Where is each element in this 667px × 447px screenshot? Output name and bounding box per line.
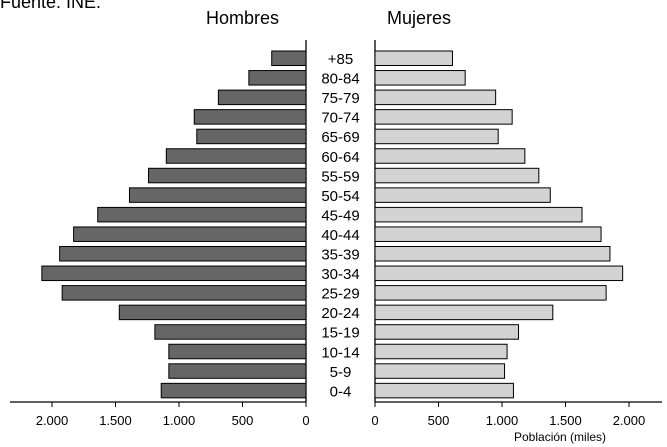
bar-women-40-44 <box>374 226 602 242</box>
bar-men-60-64 <box>165 148 307 164</box>
bar-men-80-84 <box>248 70 307 86</box>
women-tick-label-2.000: 2.000 <box>613 413 646 428</box>
age-label-0-4: 0-4 <box>330 383 352 400</box>
age-label-40-44: 40-44 <box>321 227 359 244</box>
women-tick-label-1.500: 1.500 <box>549 413 582 428</box>
age-label-10-14: 10-14 <box>321 344 359 361</box>
bar-women-50-54 <box>374 187 551 203</box>
men-tick-label-500: 500 <box>232 413 254 428</box>
bar-women-0-4 <box>374 382 514 399</box>
age-label-45-49: 45-49 <box>321 207 359 224</box>
bar-women-20-24 <box>374 304 554 321</box>
bar-men-5-9 <box>168 363 307 379</box>
bar-men-55-59 <box>148 167 307 184</box>
bar-men-+85 <box>271 50 307 66</box>
age-label-15-19: 15-19 <box>321 325 359 342</box>
women-title: Mujeres <box>387 8 452 28</box>
bar-women-75-79 <box>374 89 497 106</box>
bar-women-10-14 <box>374 343 508 360</box>
age-label-5-9: 5-9 <box>330 364 352 381</box>
bar-men-35-39 <box>59 246 307 262</box>
source-note: Fuente: INE. <box>0 0 102 12</box>
age-label-25-29: 25-29 <box>321 286 359 303</box>
women-tick-label-0: 0 <box>371 413 378 428</box>
age-label-60-64: 60-64 <box>321 149 359 166</box>
men-tick-label-0: 0 <box>302 413 309 428</box>
bar-women-45-49 <box>374 206 583 223</box>
bar-women-35-39 <box>374 246 611 262</box>
bar-women-15-19 <box>374 324 520 340</box>
bar-women-25-29 <box>374 285 607 301</box>
bar-men-70-74 <box>193 109 307 125</box>
bar-women-70-74 <box>374 109 513 125</box>
bar-women-65-69 <box>374 128 499 145</box>
bar-men-40-44 <box>73 226 307 242</box>
bar-men-0-4 <box>160 382 307 399</box>
age-label-20-24: 20-24 <box>321 305 359 322</box>
age-label-55-59: 55-59 <box>321 168 359 185</box>
age-label-75-79: 75-79 <box>321 90 359 107</box>
age-label-35-39: 35-39 <box>321 247 359 264</box>
bar-men-65-69 <box>196 128 307 145</box>
bar-men-30-34 <box>41 265 307 282</box>
women-tick-label-1.000: 1.000 <box>486 413 519 428</box>
x-axis-unit-label: Población (miles) <box>514 430 607 444</box>
women-tick-label-500: 500 <box>428 413 450 428</box>
age-label-70-74: 70-74 <box>321 110 359 127</box>
age-label-30-34: 30-34 <box>321 266 359 283</box>
bar-women-30-34 <box>374 265 624 282</box>
bar-men-10-14 <box>168 343 307 360</box>
bar-women-55-59 <box>374 167 540 184</box>
bar-men-20-24 <box>118 304 307 321</box>
bar-women-5-9 <box>374 363 506 379</box>
men-tick-label-2.000: 2.000 <box>36 413 69 428</box>
bar-men-45-49 <box>97 206 307 223</box>
men-tick-label-1.000: 1.000 <box>163 413 196 428</box>
men-title: Hombres <box>206 8 280 28</box>
bar-men-50-54 <box>128 187 307 203</box>
bar-women-+85 <box>374 50 453 66</box>
age-label-+85: +85 <box>328 51 353 68</box>
men-tick-label-1.500: 1.500 <box>99 413 132 428</box>
bar-men-15-19 <box>154 324 307 340</box>
age-label-80-84: 80-84 <box>321 71 359 88</box>
bar-women-60-64 <box>374 148 526 164</box>
bar-men-25-29 <box>61 285 307 301</box>
bar-men-75-79 <box>217 89 307 106</box>
age-label-65-69: 65-69 <box>321 129 359 146</box>
bar-women-80-84 <box>374 70 466 86</box>
age-label-50-54: 50-54 <box>321 188 359 205</box>
